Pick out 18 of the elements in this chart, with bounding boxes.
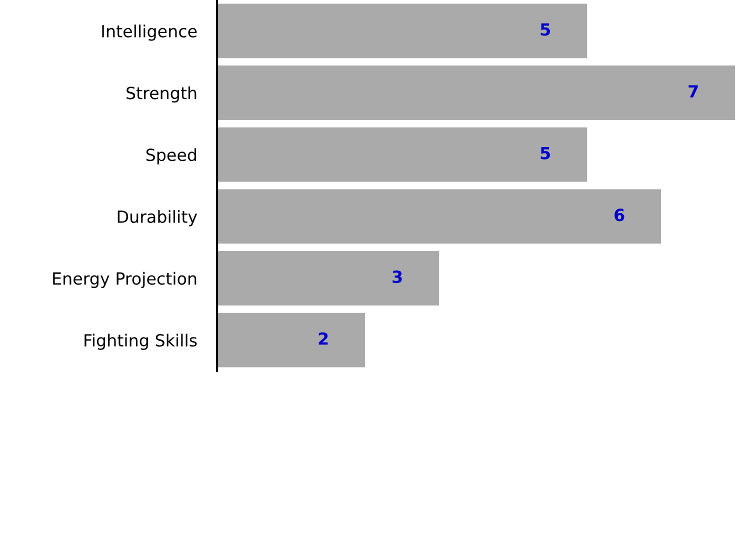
bar [217,189,661,244]
y-tick-label: Speed [146,148,196,164]
data-label: 5 [540,147,550,160]
data-label: 3 [392,270,402,284]
y-tick-label: Strength [126,86,196,103]
y-tick-label: Energy Projection [53,272,196,288]
y-tick-label: Fighting Skills [84,334,197,350]
bar [217,4,587,58]
y-tick-label: Intelligence [102,24,197,41]
bar [217,66,735,120]
data-label: 2 [318,332,328,345]
y-tick-label: Durability [118,210,198,226]
bar [217,127,587,182]
data-label: 6 [614,208,624,222]
data-label: 5 [540,23,550,36]
bar [217,251,439,306]
bar [217,312,365,368]
data-label: 7 [688,85,698,98]
